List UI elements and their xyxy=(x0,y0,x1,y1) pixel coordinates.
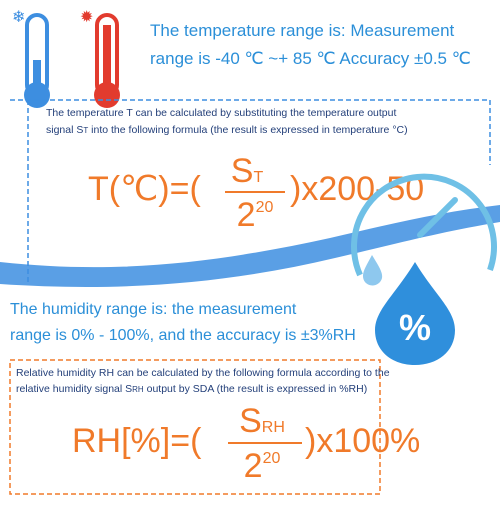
drop xyxy=(375,262,455,365)
cold-thermometer: ❄ xyxy=(12,9,50,108)
note-line: The temperature T can be calculated by s… xyxy=(46,107,396,119)
note-text: into the following formula (the result i… xyxy=(88,124,407,136)
formula-denominator: 220 xyxy=(237,196,274,234)
formula-denominator: 220 xyxy=(244,447,281,485)
drop-label: % xyxy=(399,307,431,348)
note-text: relative humidity signal S xyxy=(16,383,132,395)
note-text: output by SDA (the result is expressed i… xyxy=(144,383,368,395)
temp-range-line: The temperature range is: Measurement xyxy=(150,21,455,40)
note-line: Relative humidity RH can be calculated b… xyxy=(16,367,390,379)
formula-suffix: )x200-50 xyxy=(290,170,424,208)
gauge xyxy=(351,173,497,277)
dashed-frame xyxy=(9,359,381,495)
wave xyxy=(0,205,500,287)
formula-suffix: )x100% xyxy=(305,422,420,460)
numerator: S xyxy=(231,152,254,190)
denominator-exp: 20 xyxy=(263,450,281,467)
numerator-sub: RH xyxy=(262,419,285,436)
numerator: S xyxy=(239,402,262,440)
numerator-sub: T xyxy=(253,169,263,186)
note-text: signal S xyxy=(46,124,83,136)
note-line: relative humidity signal SRH output by S… xyxy=(16,383,367,395)
formula-numerator: SRH xyxy=(239,402,285,440)
svg-text:✹: ✹ xyxy=(80,9,93,26)
humidity-range-line: range is 0% - 100%, and the accuracy is … xyxy=(10,327,356,344)
formula-prefix: T(℃)=( xyxy=(88,170,201,208)
denominator-exp: 20 xyxy=(256,199,274,216)
gauge-needle xyxy=(417,197,458,238)
note-line: signal ST into the following formula (th… xyxy=(46,124,408,136)
temp-range-line: range is -40 ℃ ~+ 85 ℃ Accuracy ±0.5 ℃ xyxy=(150,49,471,68)
denominator: 2 xyxy=(237,196,256,234)
svg-text:❄: ❄ xyxy=(12,9,25,26)
formula-numerator: ST xyxy=(231,152,264,190)
hot-thermometer: ✹ xyxy=(80,9,120,108)
small-drop xyxy=(362,255,383,286)
formula-prefix: RH[%]=( xyxy=(72,422,202,460)
note-subscript: T xyxy=(83,126,88,135)
denominator: 2 xyxy=(244,447,263,485)
note-subscript: RH xyxy=(132,385,144,394)
humidity-range-line: The humidity range is: the measurement xyxy=(10,301,297,318)
